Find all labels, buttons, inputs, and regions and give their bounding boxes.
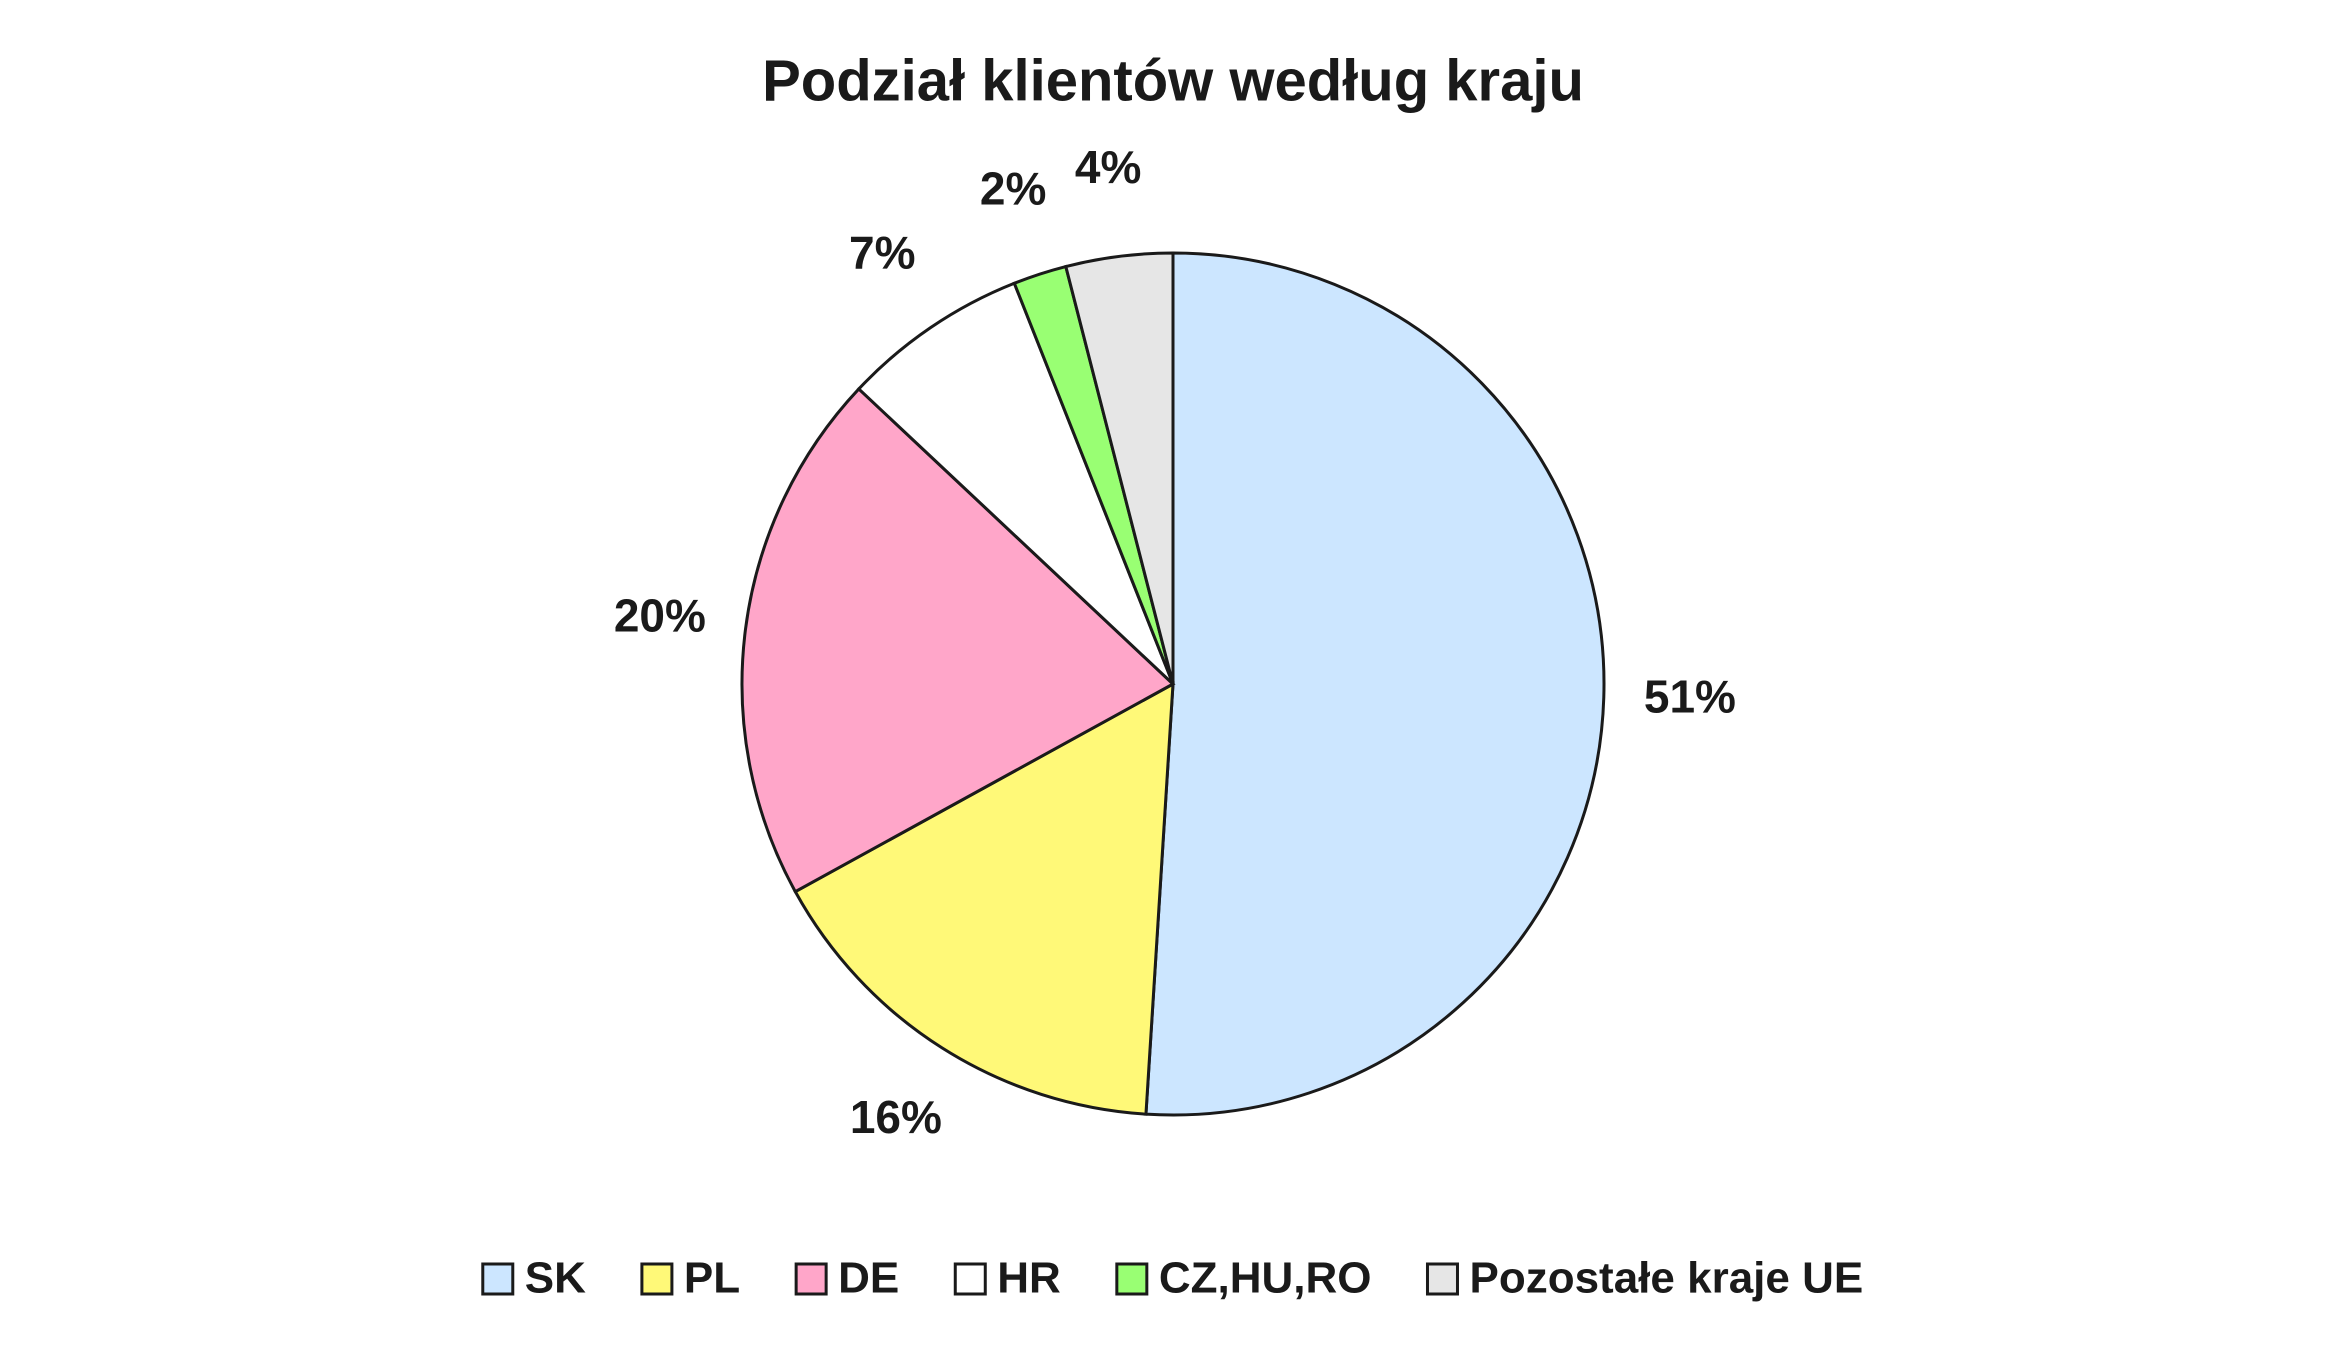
legend-label: SK xyxy=(525,1254,586,1303)
value-label: 4% xyxy=(1075,141,1141,193)
pie-slice xyxy=(1144,251,1606,1117)
legend-swatch xyxy=(640,1262,674,1296)
legend-label: DE xyxy=(838,1254,899,1303)
pie-slice xyxy=(793,681,1175,1116)
legend-swatch xyxy=(953,1262,987,1296)
pie-slice xyxy=(856,281,1175,686)
legend-label: HR xyxy=(997,1254,1061,1303)
legend-label: PL xyxy=(684,1254,740,1303)
chart-title: Podział klientów według kraju xyxy=(762,48,1584,113)
legend-label: Pozostałe kraje UE xyxy=(1469,1254,1863,1303)
value-label: 2% xyxy=(980,162,1046,214)
value-label: 20% xyxy=(614,589,706,641)
legend-swatch xyxy=(794,1262,828,1296)
pie-slice xyxy=(1063,251,1175,685)
legend-swatch xyxy=(481,1262,515,1296)
pie-slice xyxy=(740,386,1176,894)
legend-swatch xyxy=(1115,1262,1149,1296)
legend-label: CZ,HU,RO xyxy=(1159,1254,1372,1303)
value-label: 7% xyxy=(849,226,915,278)
value-label: 16% xyxy=(850,1091,942,1143)
value-label: 51% xyxy=(1644,670,1736,722)
legend-swatch xyxy=(1425,1262,1459,1296)
